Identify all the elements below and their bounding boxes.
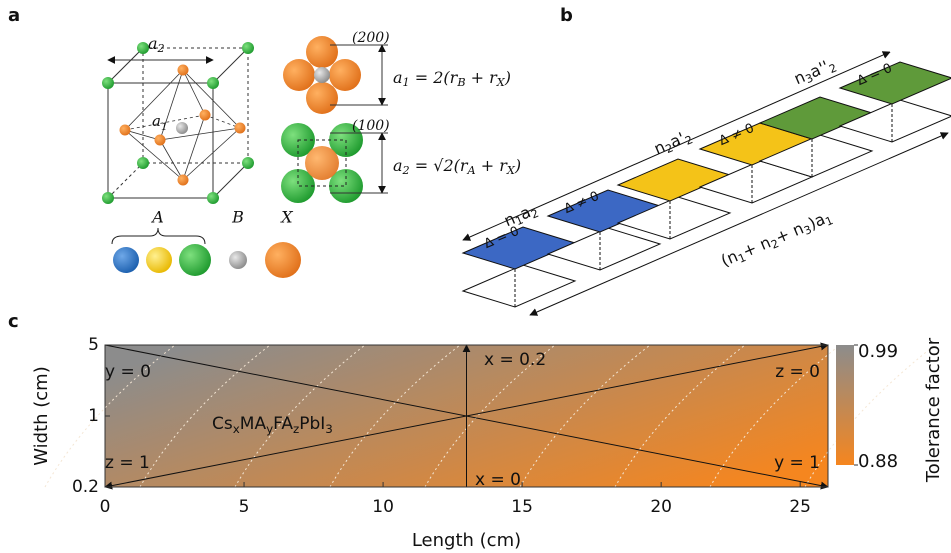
x-tick-label: 5 (239, 497, 250, 517)
lattice-label: a2 (148, 34, 165, 56)
text-part: + r (476, 156, 509, 175)
legend-atoms (113, 242, 301, 278)
colorbar-tick-label: 0.99 (858, 341, 898, 362)
subscript: z (293, 422, 299, 436)
text-part: )a (805, 209, 827, 233)
text-part: = √2(r (410, 156, 469, 175)
bracket (111, 227, 206, 245)
colorbar-label: Tolerance factor (923, 337, 944, 483)
plane-label: (200) (352, 30, 390, 46)
subscript: 1 (823, 214, 835, 229)
atoms (102, 42, 254, 204)
x-tick-label: 15 (511, 497, 533, 517)
subscript: 2 (529, 207, 541, 222)
text-part: FA (273, 414, 293, 434)
text-part: a (152, 112, 161, 130)
site-label: X (279, 208, 293, 227)
annotation: y = 1 (774, 453, 820, 473)
compound-label: CsxMAyFAzPbI3 (212, 414, 333, 436)
annotation: z = 1 (105, 453, 150, 473)
segment-label: n1a2 (501, 199, 541, 232)
text-part: a' (667, 128, 687, 151)
panel-label: c (8, 311, 19, 332)
subscript: 3 (804, 71, 816, 86)
text-part: + r (466, 68, 499, 87)
colorbar (836, 345, 854, 465)
subscript: 2 (157, 42, 165, 55)
subscript: A (467, 164, 476, 177)
base-tile (546, 227, 662, 271)
base-tile (461, 264, 577, 308)
base-tile (838, 99, 951, 143)
formula: a1 = 2(rB + rX) (393, 68, 511, 90)
panel-b: b Δ = 0Δ ≠ 0Δ ≠ 0Δ = 0 n1a2 n2a'2 n3a''2… (461, 5, 951, 316)
y-tick-label: 1 (88, 406, 99, 426)
text-part: (n (718, 246, 741, 270)
text-part: a (148, 34, 158, 53)
y-axis-label: Width (cm) (31, 366, 52, 466)
subscript: 2 (827, 61, 839, 76)
x-axis-label: Length (cm) (412, 530, 521, 551)
subscript: 3 (325, 422, 333, 436)
subscript: 1 (514, 213, 526, 228)
tiles: Δ = 0Δ ≠ 0Δ ≠ 0Δ = 0 (461, 61, 951, 308)
site-label: B (231, 208, 244, 227)
subscript: 1 (161, 121, 168, 133)
dimension (529, 132, 949, 316)
annotation: y = 0 (105, 362, 151, 382)
annotation: x = 0 (475, 470, 521, 490)
text-part: ) (514, 156, 521, 175)
subscript: 2 (402, 164, 410, 177)
subscript: B (456, 76, 465, 89)
text-part: MA (240, 414, 267, 434)
text-part: a (393, 156, 403, 175)
panel-label: b (560, 5, 573, 26)
text-part: PbI (299, 414, 325, 434)
total-label: (n1+ n2+ n3)a1 (718, 206, 835, 272)
colorbar-tick-label: 0.88 (858, 451, 898, 472)
text-part: Cs (212, 414, 233, 434)
formula: a2 = √2(rA + rX) (393, 156, 521, 178)
tile (616, 158, 732, 202)
text-part: = 2(r (410, 68, 459, 87)
x-tick-label: 0 (100, 497, 111, 517)
site-label: A (150, 208, 164, 227)
cluster-200 (283, 36, 388, 114)
x-tick-label: 25 (789, 497, 811, 517)
text-part: + n (772, 218, 806, 247)
panel-label: a (8, 5, 20, 26)
y-tick-label: 5 (88, 335, 99, 355)
text-part: ) (504, 68, 511, 87)
text-part: a (393, 68, 403, 87)
subscript: 2 (769, 237, 781, 252)
x-tick-label: 20 (650, 497, 672, 517)
lattice-label: a1 (152, 112, 168, 133)
annotation: z = 0 (775, 362, 820, 382)
subscript: 1 (403, 76, 410, 89)
subscript: 2 (683, 133, 695, 148)
subscript: 2 (664, 141, 676, 156)
text-part: + n (740, 232, 774, 261)
segment-label: n2a'2 (651, 125, 695, 160)
subscript: x (233, 422, 240, 436)
plane-label: (100) (352, 118, 390, 134)
cube (107, 47, 249, 199)
x-tick-label: 10 (372, 497, 394, 517)
y-tick-label: 0.2 (72, 477, 99, 497)
panel-a: a a2 a1 (8, 5, 521, 278)
subscript: y (266, 422, 273, 436)
tile (838, 61, 951, 105)
cluster-100 (281, 123, 388, 203)
subscript: 1 (736, 251, 748, 266)
subscript: 3 (802, 223, 814, 238)
annotation: x = 0.2 (484, 350, 546, 370)
